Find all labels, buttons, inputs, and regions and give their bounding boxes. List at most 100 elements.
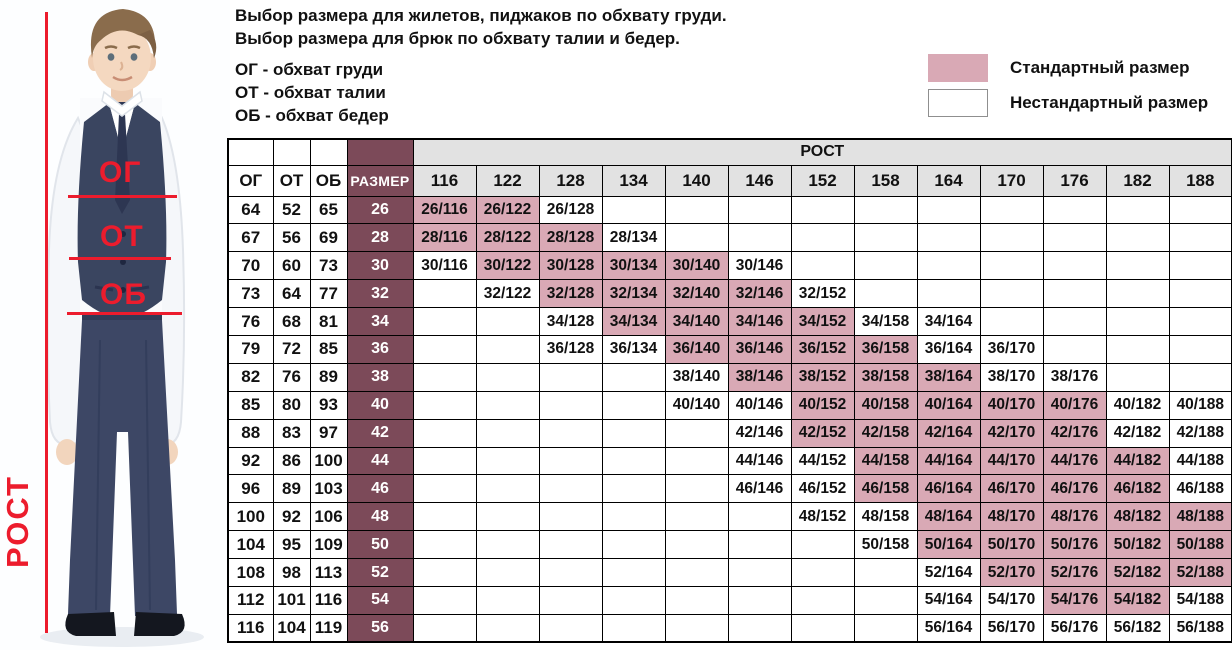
size-height-cell-standard: 50/164 xyxy=(916,530,981,560)
size-height-cell-standard: 34/140 xyxy=(664,307,729,336)
size-height-cell-standard: 46/170 xyxy=(979,474,1044,504)
empty-cell xyxy=(538,418,603,448)
empty-cell xyxy=(979,279,1044,309)
table-row: 70 60 73 30 30/116 30/122 30/128 30/134 30/140 30… xyxy=(227,251,1232,281)
table-row: 76 68 81 34 34/128 34/134 34/140 34/146 34/152 34… xyxy=(227,307,1232,336)
og-value: 85 xyxy=(227,390,274,420)
size-height-cell-standard: 38/164 xyxy=(916,362,981,392)
empty-cell xyxy=(601,390,666,420)
rost-header-row: РОСТ xyxy=(227,138,1232,166)
empty-cell xyxy=(412,307,477,336)
size-height-cell-nonstandard: 30/116 xyxy=(412,251,477,281)
size-table: РОСТ ОГ ОТ ОБ РАЗМЕР 116 122 128 134 140 146 1… xyxy=(227,138,1232,644)
size-height-cell-standard: 36/152 xyxy=(790,334,855,364)
empty-cell xyxy=(412,418,477,448)
og-header: ОГ xyxy=(227,164,274,197)
ot-header: ОТ xyxy=(272,164,311,197)
empty-cell xyxy=(853,585,918,615)
waist-measure-label: ОТ xyxy=(100,220,144,253)
og-value: 96 xyxy=(227,474,274,504)
empty-cell xyxy=(916,195,981,225)
size-height-cell-standard: 50/176 xyxy=(1042,530,1107,560)
ot-value: 89 xyxy=(272,474,311,504)
ob-value: 100 xyxy=(309,446,348,476)
hips-measure-line xyxy=(67,312,182,315)
size-header: РАЗМЕР xyxy=(346,164,414,197)
abbr-chest: ОГ - обхват груди xyxy=(235,60,384,79)
empty-cell xyxy=(1105,307,1170,336)
size-height-cell-standard: 34/152 xyxy=(790,307,855,336)
boy-illustration xyxy=(0,0,230,650)
og-value: 92 xyxy=(227,446,274,476)
empty-cell xyxy=(727,502,792,532)
size-height-cell-standard: 52/170 xyxy=(979,558,1044,587)
size-height-cell-standard: 42/164 xyxy=(916,418,981,448)
size-height-cell-standard: 48/176 xyxy=(1042,502,1107,532)
size-height-cell-nonstandard: 40/140 xyxy=(664,390,729,420)
size-height-cell-nonstandard: 44/152 xyxy=(790,446,855,476)
empty-cell xyxy=(1105,223,1170,253)
size-height-cell-nonstandard: 48/158 xyxy=(853,502,918,532)
size-height-cell-standard: 32/146 xyxy=(727,279,792,309)
size-height-cell-nonstandard: 40/146 xyxy=(727,390,792,420)
empty-cell xyxy=(601,585,666,615)
og-value: 67 xyxy=(227,223,274,253)
size-value: 28 xyxy=(346,223,414,253)
empty-cell xyxy=(475,530,540,560)
empty-cell xyxy=(979,307,1044,336)
empty-cell xyxy=(601,558,666,587)
ob-value: 97 xyxy=(309,418,348,448)
hips-measure-label: ОБ xyxy=(100,278,147,311)
height-header: 164 xyxy=(916,164,981,197)
size-value: 44 xyxy=(346,446,414,476)
empty-cell xyxy=(979,251,1044,281)
ot-value: 80 xyxy=(272,390,311,420)
table-row: 73 64 77 32 32/122 32/128 32/134 32/140 32/146 32… xyxy=(227,279,1232,309)
size-height-cell-nonstandard: 42/182 xyxy=(1105,418,1170,448)
og-value: 64 xyxy=(227,195,274,225)
empty-cell xyxy=(727,223,792,253)
empty-cell xyxy=(412,446,477,476)
size-height-cell-standard: 48/164 xyxy=(916,502,981,532)
size-value: 46 xyxy=(346,474,414,504)
intro-text: Выбор размера для жилетов, пиджаков по о… xyxy=(235,4,727,50)
rost-header: РОСТ xyxy=(412,138,1232,166)
size-height-cell-nonstandard: 56/188 xyxy=(1168,613,1232,643)
empty-cell xyxy=(727,530,792,560)
size-height-cell-nonstandard: 38/176 xyxy=(1042,362,1107,392)
ob-value: 81 xyxy=(309,307,348,336)
empty-cell xyxy=(664,558,729,587)
empty-cell xyxy=(601,474,666,504)
empty-cell xyxy=(412,585,477,615)
table-row: 116 104 119 56 56/164 56/170 56/176 56/182 56/18… xyxy=(227,613,1232,643)
size-height-cell-nonstandard: 54/188 xyxy=(1168,585,1232,615)
ob-value: 77 xyxy=(309,279,348,309)
empty-cell xyxy=(538,530,603,560)
og-value: 108 xyxy=(227,558,274,587)
size-height-cell-nonstandard: 46/152 xyxy=(790,474,855,504)
size-height-cell-nonstandard: 34/158 xyxy=(853,307,918,336)
empty-cell xyxy=(664,530,729,560)
empty-cell xyxy=(979,195,1044,225)
empty-cell xyxy=(727,613,792,643)
size-height-cell-standard: 36/140 xyxy=(664,334,729,364)
empty-cell xyxy=(601,418,666,448)
size-height-cell-standard: 42/152 xyxy=(790,418,855,448)
ot-value: 83 xyxy=(272,418,311,448)
size-height-cell-nonstandard: 36/128 xyxy=(538,334,603,364)
empty-cell xyxy=(475,558,540,587)
empty-cell xyxy=(538,474,603,504)
ob-value: 73 xyxy=(309,251,348,281)
table-row: 100 92 106 48 48/152 48/158 48/164 48/170 48/176… xyxy=(227,502,1232,532)
size-height-cell-nonstandard: 46/188 xyxy=(1168,474,1232,504)
empty-cell xyxy=(853,223,918,253)
empty-cell xyxy=(538,502,603,532)
size-height-cell-standard: 42/170 xyxy=(979,418,1044,448)
empty-cell xyxy=(790,613,855,643)
ot-value: 101 xyxy=(272,585,311,615)
empty-cell xyxy=(601,613,666,643)
table-row: 108 98 113 52 52/164 52/170 52/176 52/182 52/188 xyxy=(227,558,1232,587)
ot-value: 98 xyxy=(272,558,311,587)
size-height-cell-standard: 40/164 xyxy=(916,390,981,420)
size-height-cell-standard: 42/176 xyxy=(1042,418,1107,448)
